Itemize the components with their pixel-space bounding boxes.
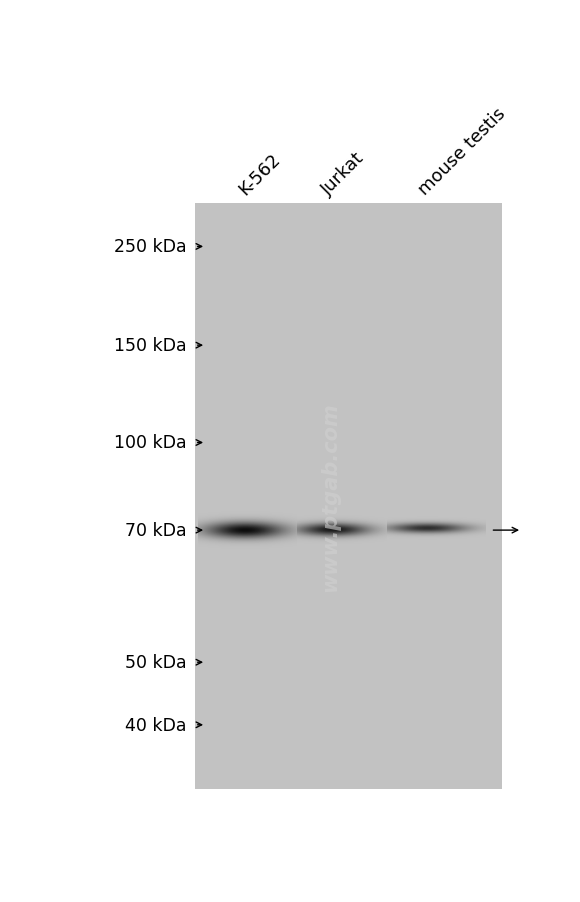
Text: 150 kDa: 150 kDa bbox=[114, 336, 187, 354]
Text: 100 kDa: 100 kDa bbox=[114, 434, 187, 452]
Text: www.ptgab.com: www.ptgab.com bbox=[320, 401, 340, 591]
Text: 40 kDa: 40 kDa bbox=[125, 716, 187, 734]
Text: 50 kDa: 50 kDa bbox=[125, 653, 187, 671]
Bar bbox=[195, 204, 502, 789]
Text: 250 kDa: 250 kDa bbox=[114, 238, 187, 256]
Text: 70 kDa: 70 kDa bbox=[125, 521, 187, 539]
Text: mouse testis: mouse testis bbox=[415, 105, 509, 198]
Text: K-562: K-562 bbox=[235, 150, 284, 198]
Text: Jurkat: Jurkat bbox=[318, 149, 368, 198]
